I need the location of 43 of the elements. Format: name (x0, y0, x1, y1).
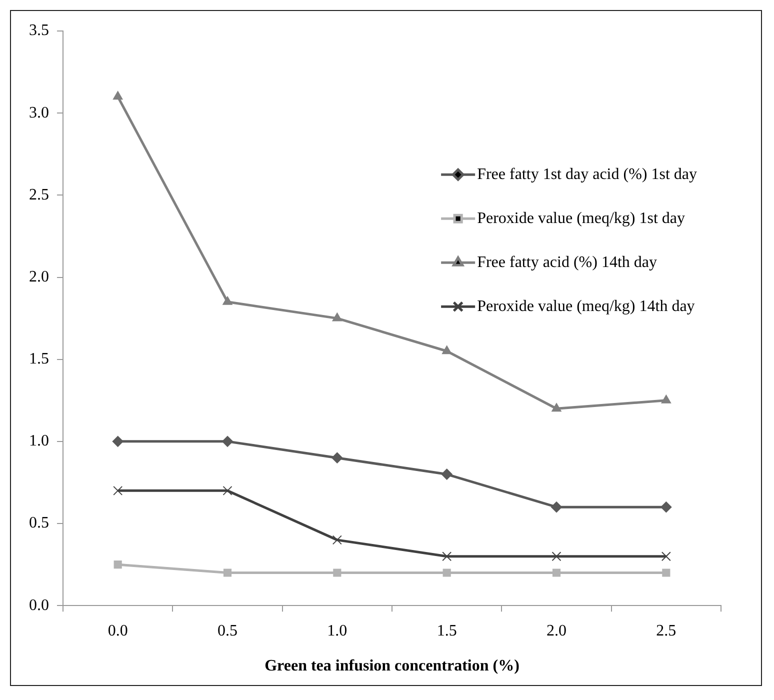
y-tick-label: 2.0 (29, 268, 49, 286)
point (113, 486, 123, 496)
x-axis-title: Green tea infusion concentration (%) (264, 658, 520, 675)
y-tick-label: 1.5 (29, 350, 49, 368)
point (552, 568, 561, 577)
point (551, 502, 562, 513)
legend-label: Peroxide value (meq/kg) 1st day (477, 210, 686, 227)
point (442, 552, 452, 562)
point (222, 436, 233, 447)
x-tick-label: 2.5 (656, 622, 676, 640)
point (552, 552, 562, 562)
point (223, 568, 232, 577)
x-tick-label: 1.5 (436, 622, 457, 640)
point (442, 568, 451, 577)
point (333, 568, 342, 577)
point (660, 502, 672, 513)
y-tick-label: 1.0 (29, 432, 49, 450)
point (552, 403, 562, 412)
y-tick-label: 0.5 (29, 514, 49, 532)
point (441, 468, 452, 480)
point (661, 394, 671, 404)
legend-label: Peroxide value (meq/kg) 14th day (477, 298, 695, 315)
point (222, 296, 232, 305)
point (662, 568, 670, 577)
legend-label: Free fatty acid (%) 14th day (477, 254, 658, 271)
y-tick-label: 0.0 (29, 596, 49, 614)
point (222, 486, 232, 496)
x-tick-label: 0.0 (108, 622, 128, 640)
y-tick-label: 3.0 (29, 104, 49, 122)
point (113, 91, 123, 100)
y-tick-label: 2.5 (29, 186, 49, 204)
x-tick-label: 2.0 (546, 622, 566, 640)
x-tick-label: 0.5 (218, 622, 238, 640)
point (114, 560, 122, 569)
legend-label: Free fatty 1st day acid (%) 1st day (477, 166, 698, 183)
point (442, 346, 452, 354)
point (661, 552, 671, 562)
point (332, 452, 343, 464)
point (112, 436, 124, 447)
x-tick-label: 1.0 (327, 622, 348, 640)
y-tick-label: 3.5 (29, 22, 49, 40)
point (332, 312, 342, 322)
point (332, 535, 342, 545)
